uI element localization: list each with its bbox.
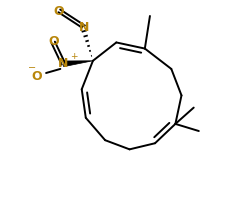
Text: O: O	[48, 35, 59, 48]
Text: O: O	[31, 70, 42, 83]
Text: +: +	[70, 51, 77, 60]
Polygon shape	[63, 61, 92, 67]
Text: N: N	[58, 57, 68, 70]
Text: N: N	[78, 21, 88, 33]
Text: O: O	[53, 5, 64, 18]
Text: −: −	[28, 63, 36, 73]
